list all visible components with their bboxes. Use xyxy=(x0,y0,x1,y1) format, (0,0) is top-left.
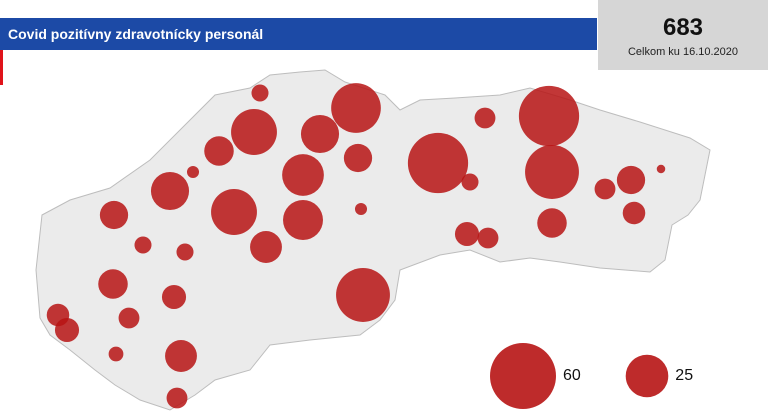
bubble xyxy=(150,171,190,211)
bubble xyxy=(211,189,257,235)
bubble xyxy=(474,107,496,129)
legend-label: 25 xyxy=(675,367,693,384)
bubble xyxy=(594,178,616,200)
bubble xyxy=(108,346,124,362)
bubble xyxy=(407,132,469,194)
bubble xyxy=(98,269,128,299)
bubble xyxy=(656,164,666,174)
bubble xyxy=(454,221,480,247)
bubble xyxy=(250,231,282,263)
bubble xyxy=(343,143,373,173)
bubble xyxy=(204,136,234,166)
bubble xyxy=(176,243,194,261)
bubble xyxy=(161,284,187,310)
bubble xyxy=(354,202,368,216)
total-value: 683 xyxy=(662,14,704,41)
bubble xyxy=(118,307,140,329)
bubble xyxy=(166,387,188,409)
legend-bubble xyxy=(490,343,556,409)
bubble xyxy=(477,227,499,249)
bubble xyxy=(461,173,479,191)
bubble xyxy=(518,85,580,147)
bubble xyxy=(537,208,567,238)
bubble xyxy=(616,165,646,195)
title: Covid pozitívny zdravotnícky personál xyxy=(0,18,597,50)
bubble xyxy=(251,84,269,102)
bubble xyxy=(165,340,197,372)
bubble xyxy=(282,154,324,196)
bubble xyxy=(134,236,152,254)
bubble xyxy=(283,200,323,240)
total-box: 683 Celkom ku 16.10.2020 xyxy=(598,0,768,70)
bubble xyxy=(525,145,579,199)
bubble xyxy=(331,83,381,133)
accent-bar xyxy=(0,50,3,85)
bubble xyxy=(336,268,390,322)
total-label: Celkom ku 16.10.2020 xyxy=(627,46,739,58)
bubble xyxy=(622,201,646,225)
bubble xyxy=(54,317,80,343)
bubble xyxy=(300,114,340,154)
bubble xyxy=(99,200,129,230)
legend-label: 60 xyxy=(563,367,581,384)
bubble xyxy=(231,109,277,155)
bubble xyxy=(186,165,200,179)
legend-bubble xyxy=(625,354,669,398)
